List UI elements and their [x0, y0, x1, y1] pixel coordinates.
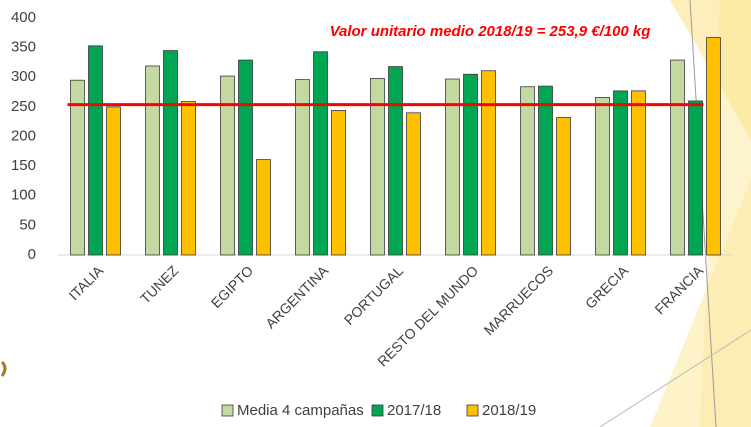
bar	[706, 37, 721, 256]
y-tick-label: 200	[11, 127, 36, 144]
bar	[313, 51, 328, 256]
x-tick-label: EGIPTO	[208, 262, 257, 311]
bar	[331, 110, 346, 256]
y-tick-label: 50	[19, 216, 36, 233]
bar	[88, 45, 103, 256]
bar	[595, 96, 610, 256]
bar	[445, 78, 460, 256]
y-tick-label: 150	[11, 157, 36, 174]
y-tick-label: 0	[28, 246, 36, 263]
bar	[463, 73, 478, 256]
x-tick-label: PORTUGAL	[341, 262, 407, 328]
y-tick-label: 250	[11, 98, 36, 115]
bar	[688, 100, 703, 256]
bar	[181, 101, 196, 256]
y-tick-label: 400	[11, 9, 36, 26]
bar	[220, 75, 235, 256]
bar	[556, 117, 571, 256]
bar	[295, 79, 310, 256]
bar	[631, 90, 646, 256]
bar	[238, 59, 253, 256]
bar	[163, 50, 178, 256]
legend-label: 2017/18	[387, 402, 441, 419]
x-tick-label: TUNEZ	[137, 262, 182, 307]
y-tick-label: 300	[11, 68, 36, 85]
bar	[481, 70, 496, 256]
bar	[670, 59, 685, 256]
y-tick-label: 100	[11, 187, 36, 204]
annotation: Valor unitario medio 2018/19 = 253,9 €/1…	[330, 23, 651, 40]
legend-swatch	[466, 404, 479, 417]
x-tick-label: GRECIA	[582, 262, 632, 312]
legend-swatch	[371, 404, 384, 417]
bar	[106, 106, 121, 256]
bar	[256, 159, 271, 256]
legend: Media 4 campañas 2017/18 2018/19	[221, 402, 536, 419]
bar	[406, 112, 421, 256]
bar	[520, 86, 535, 256]
y-tick-label: 350	[11, 39, 36, 56]
legend-label: 2018/19	[482, 402, 536, 419]
bar	[370, 78, 385, 256]
legend-label: Media 4 campañas	[237, 402, 364, 419]
x-tick-label: MARRUECOS	[481, 262, 557, 338]
legend-swatch	[221, 404, 234, 417]
bar	[613, 90, 628, 256]
bar	[145, 65, 160, 256]
bar	[538, 85, 553, 256]
bar	[388, 66, 403, 256]
x-tick-label: ARGENTINA	[262, 262, 332, 332]
x-tick-label: ITALIA	[65, 262, 106, 303]
bar	[70, 79, 85, 256]
